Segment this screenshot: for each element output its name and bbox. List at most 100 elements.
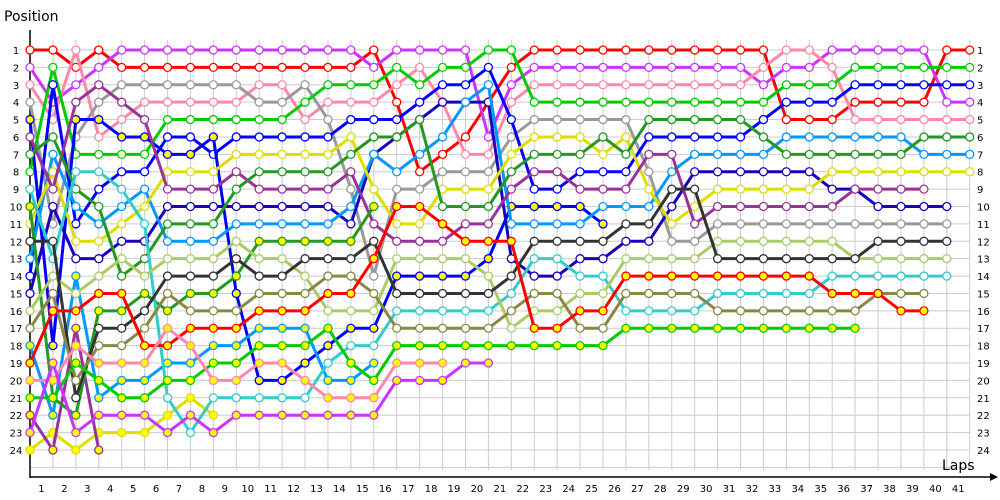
- data-point: [25, 80, 35, 90]
- data-point: [529, 114, 539, 125]
- data-point: [575, 132, 585, 142]
- series-13: [25, 80, 929, 246]
- data-point: [942, 271, 952, 281]
- data-point: [25, 201, 35, 212]
- data-point: [346, 201, 356, 212]
- data-point: [644, 306, 654, 316]
- data-point: [758, 271, 769, 281]
- data-point: [598, 114, 608, 125]
- data-point: [965, 45, 975, 55]
- data-point: [437, 358, 448, 368]
- data-point: [117, 201, 127, 212]
- data-point: [94, 45, 104, 55]
- data-point: [896, 149, 906, 159]
- data-point: [277, 410, 287, 420]
- data-point: [667, 271, 677, 281]
- data-point: [369, 132, 379, 142]
- data-point: [414, 80, 425, 90]
- data-point: [621, 271, 631, 281]
- data-point: [162, 323, 173, 333]
- data-point: [896, 271, 906, 281]
- data-point: [781, 219, 792, 229]
- data-point: [254, 132, 264, 142]
- data-point: [346, 323, 356, 333]
- data-point: [437, 236, 448, 246]
- data-point: [414, 45, 425, 55]
- data-point: [208, 393, 219, 403]
- data-point: [254, 80, 264, 90]
- data-point: [850, 97, 860, 107]
- data-point: [460, 323, 471, 333]
- data-point: [804, 271, 814, 281]
- data-point: [942, 62, 952, 73]
- data-point: [369, 236, 379, 246]
- x-tick-label: 17: [402, 484, 415, 495]
- data-point: [117, 410, 127, 420]
- data-point: [48, 271, 58, 281]
- data-point: [919, 288, 929, 299]
- data-point: [48, 393, 58, 403]
- y-tick-label-right: 20: [977, 376, 990, 387]
- data-point: [667, 236, 677, 246]
- data-point: [575, 219, 585, 229]
- data-point: [323, 219, 333, 229]
- data-point: [139, 375, 150, 386]
- data-point: [552, 236, 562, 246]
- data-point: [25, 184, 35, 194]
- data-point: [300, 114, 310, 125]
- data-point: [277, 323, 287, 333]
- data-point: [25, 288, 35, 299]
- data-point: [758, 114, 769, 125]
- series-3: [25, 45, 975, 159]
- data-point: [667, 62, 677, 73]
- x-tick-label: 1: [38, 484, 44, 495]
- data-point: [896, 132, 906, 142]
- data-point: [781, 167, 792, 177]
- data-point: [208, 358, 219, 368]
- data-point: [621, 323, 631, 333]
- data-point: [575, 149, 585, 159]
- data-point: [185, 427, 196, 438]
- y-tick-label-left: 11: [10, 220, 23, 231]
- data-point: [712, 45, 723, 55]
- data-point: [437, 201, 448, 212]
- data-point: [690, 184, 700, 194]
- data-point: [552, 254, 562, 264]
- data-point: [873, 80, 883, 90]
- data-point: [414, 358, 425, 368]
- data-point: [208, 323, 219, 333]
- data-point: [300, 62, 310, 73]
- data-point: [758, 45, 769, 55]
- data-point: [506, 184, 516, 194]
- data-point: [71, 288, 81, 299]
- y-tick-label-left: 6: [13, 133, 19, 144]
- data-point: [139, 410, 150, 420]
- y-tick-label-left: 20: [10, 376, 23, 387]
- data-point: [850, 184, 860, 194]
- data-point: [346, 184, 356, 194]
- data-point: [690, 323, 700, 333]
- data-point: [437, 167, 448, 177]
- data-point: [139, 62, 150, 73]
- data-point: [48, 149, 58, 159]
- data-point: [94, 149, 104, 159]
- data-point: [575, 288, 585, 299]
- data-point: [71, 271, 81, 281]
- data-point: [460, 45, 471, 55]
- data-point: [942, 201, 952, 212]
- data-point: [506, 271, 516, 281]
- data-point: [277, 201, 287, 212]
- y-tick-label-right: 9: [977, 185, 983, 196]
- data-point: [162, 236, 173, 246]
- data-point: [827, 149, 837, 159]
- data-point: [873, 167, 883, 177]
- data-point: [758, 132, 769, 142]
- data-point: [804, 236, 814, 246]
- x-tick-label: 13: [310, 484, 323, 495]
- data-point: [254, 254, 264, 264]
- data-point: [667, 80, 677, 90]
- data-point: [781, 62, 792, 73]
- data-point: [48, 288, 58, 299]
